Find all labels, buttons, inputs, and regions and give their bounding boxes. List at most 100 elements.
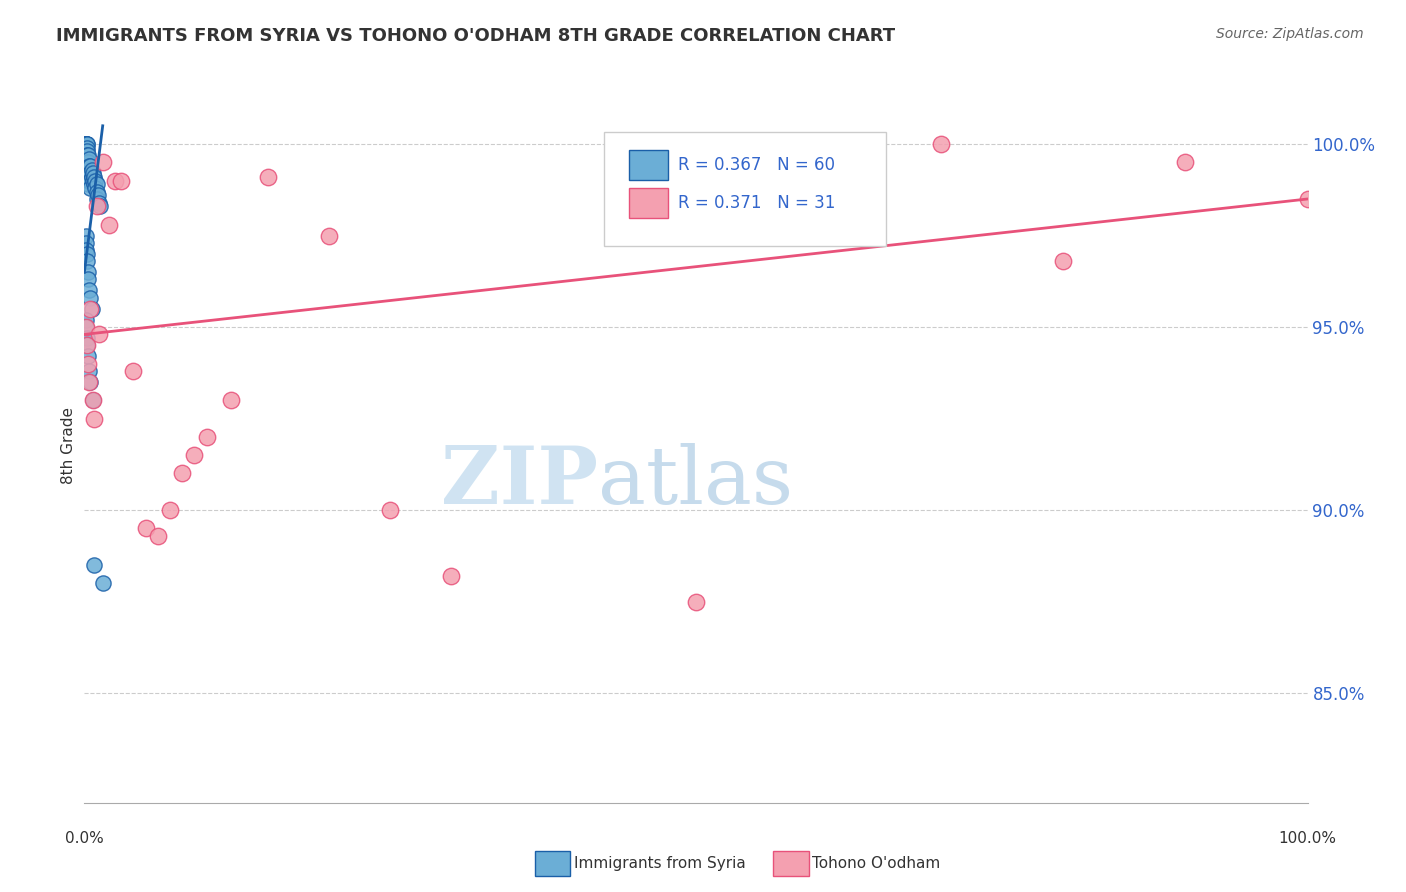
FancyBboxPatch shape	[628, 187, 668, 218]
Point	[257, 169, 280, 184]
Point	[75, 145, 97, 159]
Point	[75, 137, 97, 152]
Point	[77, 162, 100, 177]
Point	[77, 174, 100, 188]
Point	[79, 291, 101, 305]
Point	[110, 174, 132, 188]
Point	[87, 188, 110, 202]
Text: 0.0%: 0.0%	[65, 831, 104, 847]
Point	[76, 141, 98, 155]
Text: Source: ZipAtlas.com: Source: ZipAtlas.com	[1216, 27, 1364, 41]
Point	[77, 357, 100, 371]
Point	[87, 327, 110, 342]
Point	[172, 467, 194, 481]
Point	[76, 137, 98, 152]
Point	[89, 199, 111, 213]
Point	[76, 331, 98, 345]
Point	[807, 137, 830, 152]
Text: Immigrants from Syria: Immigrants from Syria	[574, 856, 745, 871]
Point	[82, 166, 104, 180]
FancyBboxPatch shape	[605, 132, 886, 246]
Point	[75, 137, 97, 152]
Text: IMMIGRANTS FROM SYRIA VS TOHONO O'ODHAM 8TH GRADE CORRELATION CHART: IMMIGRANTS FROM SYRIA VS TOHONO O'ODHAM …	[56, 27, 896, 45]
Text: atlas: atlas	[598, 442, 793, 521]
Point	[76, 338, 98, 352]
Text: Tohono O'odham: Tohono O'odham	[813, 856, 941, 871]
FancyBboxPatch shape	[773, 851, 808, 876]
Point	[75, 320, 97, 334]
Point	[75, 228, 97, 243]
Point	[75, 137, 97, 152]
Point	[929, 137, 952, 152]
Point	[77, 152, 100, 166]
Point	[86, 185, 108, 199]
Point	[82, 393, 104, 408]
Point	[84, 174, 107, 188]
Point	[159, 503, 181, 517]
Point	[80, 301, 103, 316]
Point	[77, 148, 100, 162]
Point	[76, 145, 98, 159]
Text: 100.0%: 100.0%	[1278, 831, 1337, 847]
Point	[86, 199, 108, 213]
Point	[380, 503, 402, 517]
Point	[77, 284, 100, 298]
Point	[83, 558, 105, 572]
Point	[80, 169, 103, 184]
Point	[685, 594, 707, 608]
Point	[75, 137, 97, 152]
Point	[77, 364, 100, 378]
Point	[80, 162, 103, 177]
FancyBboxPatch shape	[534, 851, 569, 876]
Point	[76, 338, 98, 352]
Point	[440, 569, 463, 583]
Point	[219, 393, 242, 408]
Point	[77, 349, 100, 363]
Point	[318, 228, 340, 243]
Point	[82, 393, 104, 408]
Point	[91, 576, 114, 591]
Point	[76, 148, 98, 162]
Point	[82, 174, 104, 188]
Point	[83, 411, 105, 425]
Point	[77, 178, 100, 192]
Point	[75, 235, 97, 250]
Point	[97, 218, 120, 232]
Point	[86, 192, 108, 206]
Point	[104, 174, 127, 188]
Point	[77, 375, 100, 389]
Y-axis label: 8th Grade: 8th Grade	[60, 408, 76, 484]
Point	[76, 162, 98, 177]
Point	[84, 181, 107, 195]
Point	[1296, 192, 1319, 206]
Point	[75, 137, 97, 152]
Point	[76, 254, 98, 268]
Point	[79, 375, 101, 389]
Text: R = 0.367   N = 60: R = 0.367 N = 60	[678, 156, 835, 174]
Point	[75, 312, 97, 326]
Point	[146, 529, 169, 543]
Point	[122, 364, 145, 378]
Point	[75, 320, 97, 334]
Point	[1174, 155, 1197, 169]
Point	[135, 521, 157, 535]
Point	[77, 169, 100, 184]
Point	[77, 272, 100, 286]
Point	[77, 166, 100, 180]
Point	[79, 301, 101, 316]
Point	[79, 159, 101, 173]
Point	[87, 195, 110, 210]
Text: ZIP: ZIP	[441, 442, 598, 521]
Point	[79, 181, 101, 195]
Point	[77, 265, 100, 279]
Point	[79, 166, 101, 180]
Point	[183, 448, 205, 462]
Point	[83, 178, 105, 192]
FancyBboxPatch shape	[628, 150, 668, 180]
Point	[77, 155, 100, 169]
Point	[83, 169, 105, 184]
Point	[91, 155, 114, 169]
Point	[76, 247, 98, 261]
Point	[76, 137, 98, 152]
Point	[79, 174, 101, 188]
